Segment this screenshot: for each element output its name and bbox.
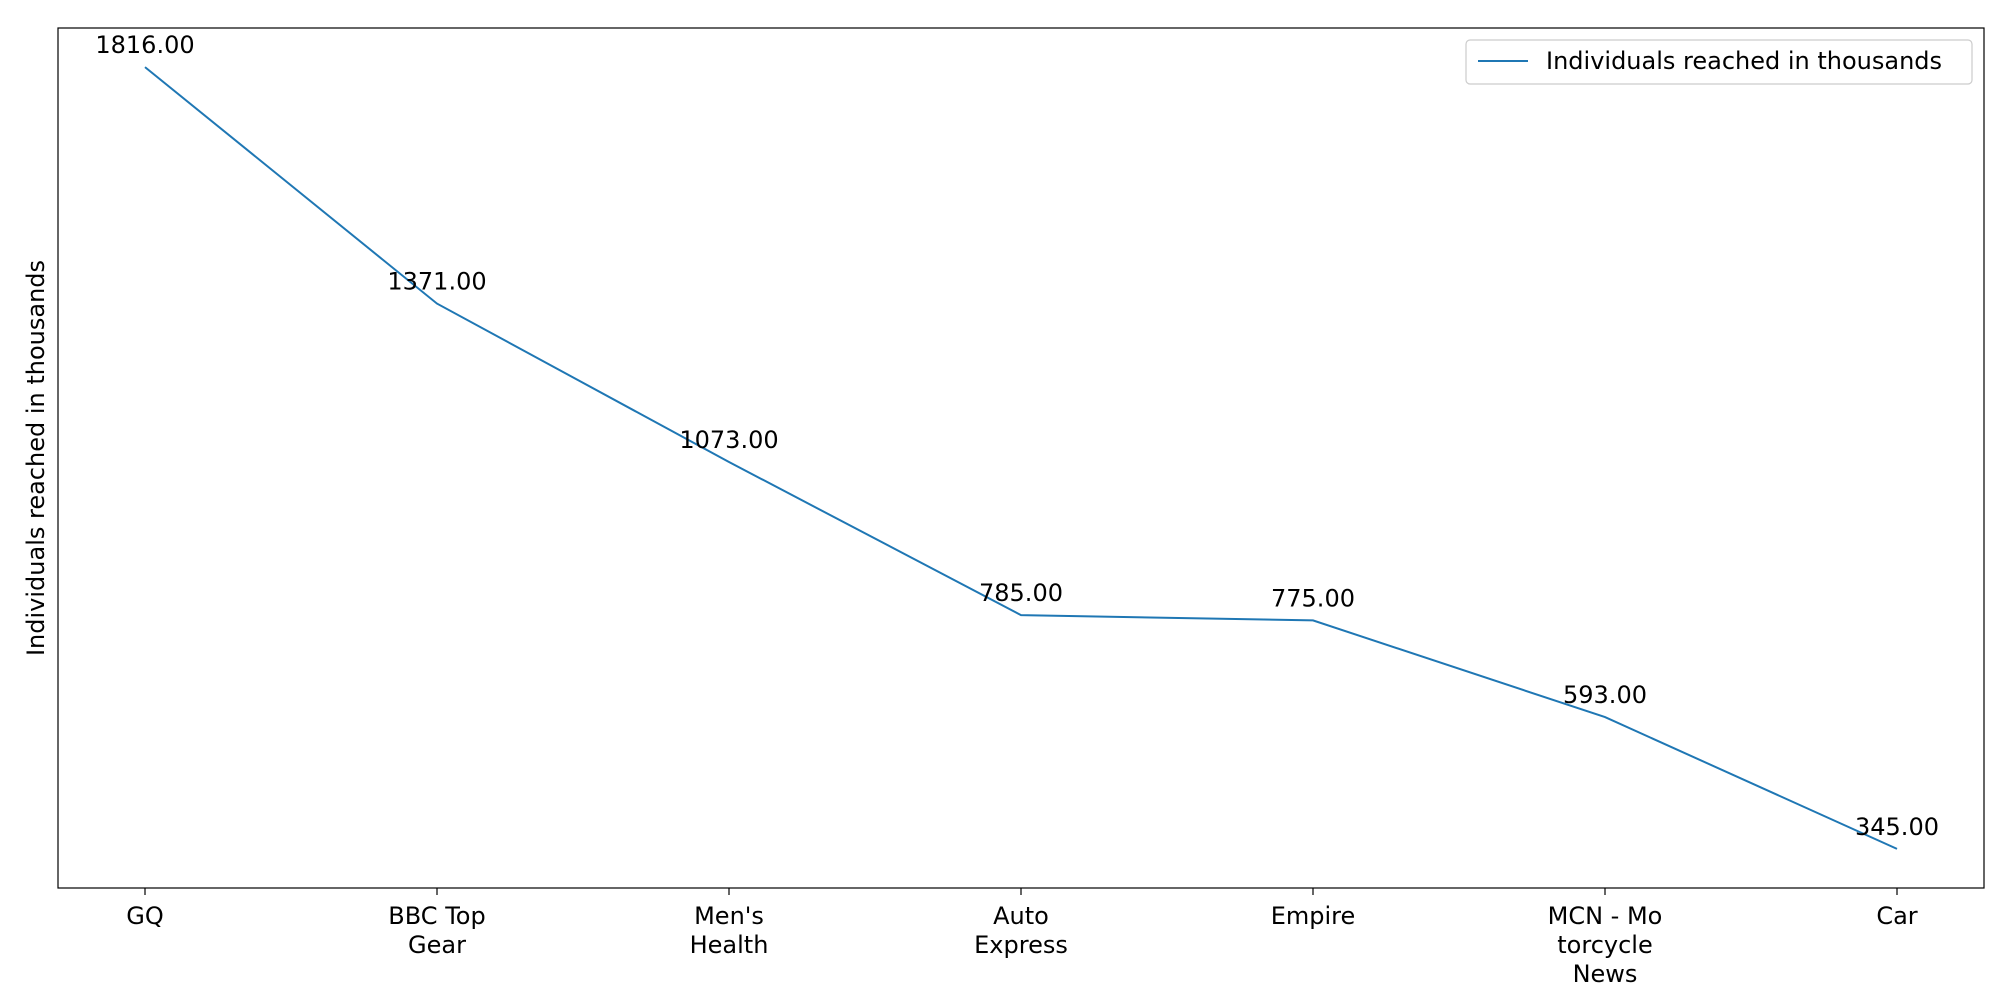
x-axis-ticks: GQ BBC Top Gear Men's Health Auto Express Empir… xyxy=(126,888,1918,988)
x-tick-label: Empire xyxy=(1271,902,1356,930)
data-label: 1073.00 xyxy=(679,426,778,454)
data-label: 345.00 xyxy=(1855,813,1939,841)
data-label: 593.00 xyxy=(1563,681,1647,709)
series-line xyxy=(144,66,1898,850)
data-label: 785.00 xyxy=(979,579,1063,607)
plot-frame xyxy=(57,27,1985,889)
x-tick-label: Car xyxy=(1876,902,1917,930)
y-axis-label: Individuals reached in thousands xyxy=(22,260,50,656)
data-label: 1371.00 xyxy=(387,268,486,296)
series-layer xyxy=(144,66,1898,850)
x-tick-label: GQ xyxy=(126,902,164,930)
x-tick-label: Auto Express xyxy=(974,902,1068,959)
legend-label: Individuals reached in thousands xyxy=(1546,47,1942,75)
x-tick-label: MCN - Mo torcycle News xyxy=(1548,902,1663,988)
x-tick-label: BBC Top Gear xyxy=(388,902,485,959)
x-tick-label: Men's Health xyxy=(690,902,769,959)
data-labels: 1816.00 1371.00 1073.00 785.00 775.00 593.00 3… xyxy=(95,31,1939,841)
legend-box xyxy=(1465,39,1973,85)
legend: Individuals reached in thousands xyxy=(1465,39,1973,85)
data-label: 1816.00 xyxy=(95,31,194,59)
data-label: 775.00 xyxy=(1271,584,1355,612)
